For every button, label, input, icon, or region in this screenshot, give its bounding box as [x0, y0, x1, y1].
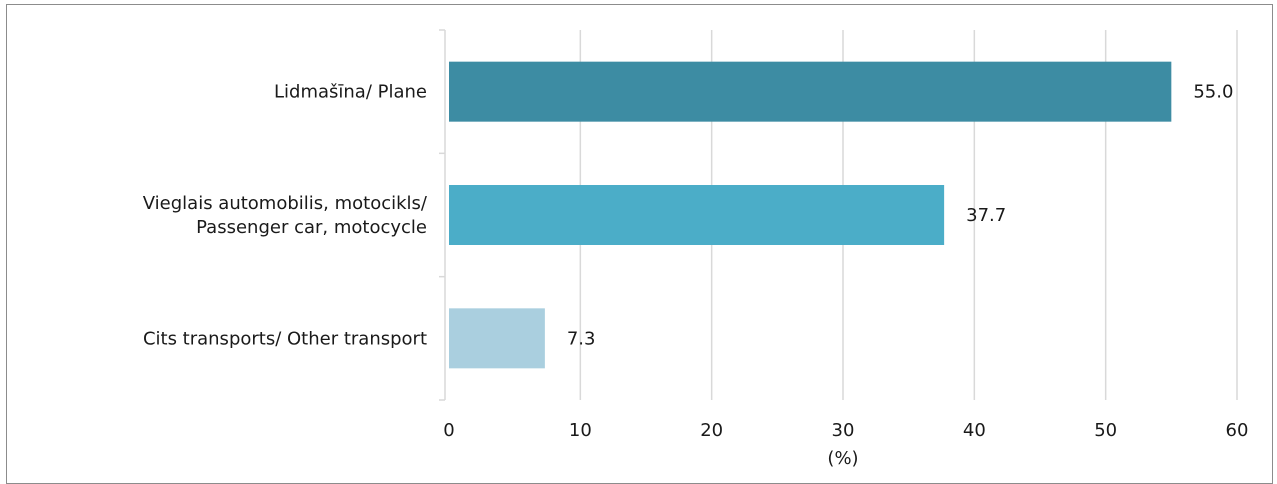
bar-2 — [449, 308, 545, 369]
data-label-0: 55.0 — [1193, 82, 1233, 103]
bar-0 — [449, 61, 1172, 122]
category-label-2: Cits transports/ Other transport — [143, 328, 427, 349]
x-tick-label-0: 0 — [443, 420, 454, 441]
bar-chart: 55.0 37.7 7.3 Lidmašīna/ Plane Vieglais aut… — [143, 29, 1248, 469]
x-tick-label-20: 20 — [700, 420, 723, 441]
data-label-1: 37.7 — [966, 205, 1006, 226]
data-label-2: 7.3 — [567, 328, 596, 349]
x-axis-title: (%) — [827, 448, 858, 469]
x-tick-label-30: 30 — [832, 420, 855, 441]
category-label-0: Lidmašīna/ Plane — [274, 82, 427, 103]
x-tick-label-40: 40 — [963, 420, 986, 441]
x-tick-label-50: 50 — [1094, 420, 1117, 441]
bars — [449, 61, 1172, 369]
x-tick-label-60: 60 — [1226, 420, 1249, 441]
tick-labels: 0 10 20 30 40 50 60 — [443, 420, 1248, 441]
category-axis — [439, 29, 446, 401]
bar-1 — [449, 185, 945, 245]
category-label-1: Vieglais automobilis, motocikls/Passenge… — [143, 193, 428, 238]
x-tick-label-10: 10 — [569, 420, 592, 441]
data-labels: 55.0 37.7 7.3 — [567, 82, 1234, 350]
category-labels: Lidmašīna/ Plane Vieglais automobilis, mo… — [143, 82, 428, 350]
